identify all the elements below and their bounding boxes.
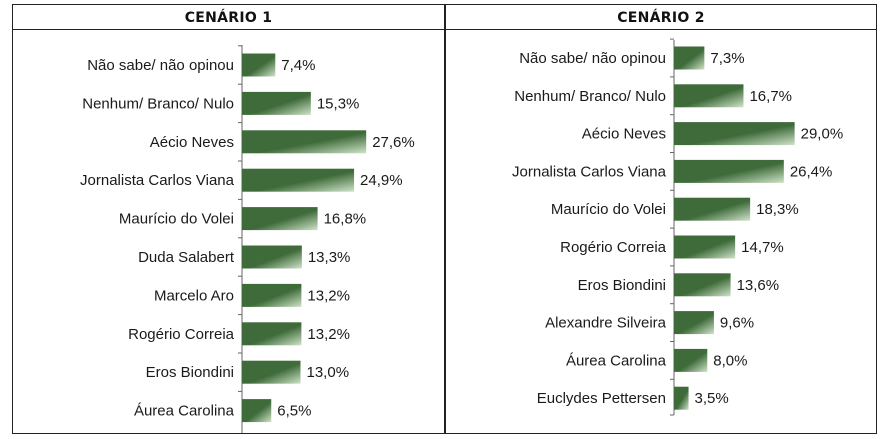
bar	[674, 348, 708, 372]
value-label: 9,6%	[720, 315, 754, 332]
category-label: Nenhum/ Branco/ Nulo	[514, 88, 666, 105]
bar	[674, 46, 705, 70]
value-label: 15,3%	[317, 95, 360, 112]
value-label: 13,6%	[737, 277, 780, 294]
category-label: Áurea Carolina	[134, 403, 235, 420]
chart-title: CENÁRIO 2	[617, 10, 705, 26]
category-label: Marcelo Aro	[154, 287, 234, 304]
category-label: Alexandre Silveira	[545, 315, 667, 332]
bar	[242, 322, 302, 346]
bar	[674, 122, 795, 146]
value-label: 24,9%	[360, 172, 403, 189]
category-label: Maurício do Volei	[119, 211, 234, 228]
value-label: 7,4%	[281, 57, 315, 74]
panel-title: CENÁRIO 1	[13, 5, 444, 30]
value-label: 14,7%	[741, 239, 784, 256]
bar	[242, 207, 318, 231]
category-label: Não sabe/ não opinou	[87, 57, 234, 74]
bar	[242, 53, 276, 77]
bar	[674, 197, 751, 221]
value-label: 8,0%	[713, 352, 747, 369]
category-label: Nenhum/ Branco/ Nulo	[82, 95, 234, 112]
chart-panel-cenario-1: CENÁRIO 1 Não sabe/ não opinou 7,4% Nenhum…	[12, 4, 445, 434]
value-label: 7,3%	[710, 50, 744, 67]
value-label: 18,3%	[756, 201, 799, 218]
value-label: 29,0%	[801, 126, 844, 143]
category-label: Áurea Carolina	[566, 352, 667, 369]
bar	[242, 283, 302, 307]
category-label: Eros Biondini	[146, 364, 234, 381]
category-label: Não sabe/ não opinou	[519, 50, 666, 67]
category-label: Rogério Correia	[128, 326, 235, 343]
bar-chart-cenario-2: Não sabe/ não opinou 7,3% Nenhum/ Branco/ …	[512, 38, 844, 416]
panel-title: CENÁRIO 2	[446, 5, 876, 30]
value-label: 13,3%	[308, 249, 351, 266]
category-label: Aécio Neves	[582, 126, 666, 143]
bar	[242, 360, 301, 384]
value-label: 3,5%	[695, 390, 729, 407]
value-label: 27,6%	[372, 134, 415, 151]
bar	[674, 311, 714, 335]
category-label: Duda Salabert	[138, 249, 235, 266]
bar	[242, 91, 311, 115]
category-label: Jornalista Carlos Viana	[80, 172, 235, 189]
value-label: 6,5%	[277, 403, 311, 420]
category-label: Eros Biondini	[578, 277, 666, 294]
bar	[242, 130, 367, 154]
category-label: Euclydes Pettersen	[537, 390, 666, 407]
value-label: 13,0%	[307, 364, 350, 381]
category-label: Jornalista Carlos Viana	[512, 163, 667, 180]
bar-chart-cenario-1: Não sabe/ não opinou 7,4% Nenhum/ Branco/ …	[80, 45, 415, 433]
bar	[242, 245, 302, 269]
value-label: 13,2%	[307, 287, 350, 304]
bar	[674, 84, 744, 108]
bar	[674, 386, 689, 410]
value-label: 16,7%	[749, 88, 792, 105]
chart-title: CENÁRIO 1	[184, 10, 273, 26]
bar	[674, 273, 731, 297]
category-label: Maurício do Volei	[551, 201, 666, 218]
chart-panel-cenario-2: CENÁRIO 2 Não sabe/ não opinou 7,3% Nenhum…	[445, 4, 877, 434]
value-label: 26,4%	[790, 163, 833, 180]
bar	[242, 399, 272, 423]
value-label: 13,2%	[307, 326, 350, 343]
value-label: 16,8%	[324, 211, 367, 228]
bar	[674, 235, 736, 259]
bar	[242, 168, 355, 192]
category-label: Rogério Correia	[560, 239, 667, 256]
category-label: Aécio Neves	[150, 134, 234, 151]
bar	[674, 159, 784, 183]
